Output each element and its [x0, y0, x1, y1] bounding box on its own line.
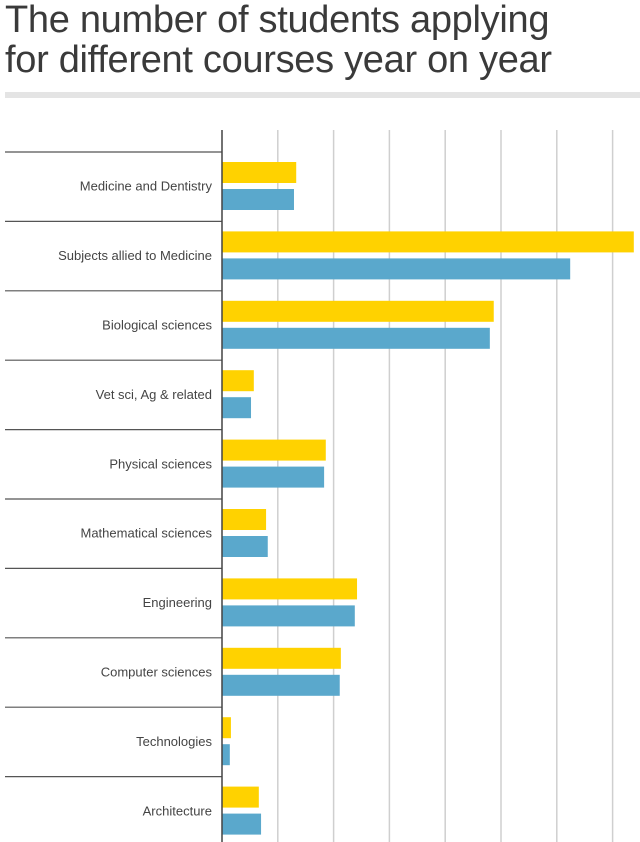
bar-series-1 [222, 439, 326, 461]
category-label: Architecture [143, 803, 212, 818]
title-divider [5, 92, 640, 98]
category-label: Computer sciences [101, 665, 213, 680]
bar-series-2 [222, 605, 355, 627]
bar-series-2 [222, 397, 252, 419]
category-label: Biological sciences [102, 318, 212, 333]
category-label: Physical sciences [109, 456, 212, 471]
bar-series-1 [222, 786, 259, 808]
bar-series-2 [222, 258, 571, 280]
category-label: Subjects allied to Medicine [58, 248, 212, 263]
bar-series-1 [222, 162, 297, 183]
bar-series-1 [222, 300, 494, 322]
bar-series-1 [222, 717, 231, 739]
bar-series-2 [222, 189, 294, 210]
bar-series-2 [222, 744, 230, 766]
title-line-2: for different courses year on year [5, 39, 552, 81]
bar-series-2 [222, 466, 325, 488]
category-label: Engineering [143, 595, 212, 610]
bar-series-2 [222, 674, 340, 696]
bar-series-1 [222, 231, 634, 253]
chart-title: The number of students applying for diff… [5, 0, 552, 80]
bar-series-1 [222, 370, 254, 392]
bar-series-1 [222, 578, 358, 600]
category-label: Vet sci, Ag & related [96, 387, 212, 402]
bar-series-2 [222, 813, 262, 835]
category-label: Medicine and Dentistry [80, 179, 213, 194]
bar-series-1 [222, 647, 341, 669]
title-line-1: The number of students applying [5, 0, 550, 41]
category-label: Technologies [136, 734, 212, 749]
category-label: Mathematical sciences [81, 526, 213, 541]
bar-series-2 [222, 327, 490, 349]
bar-series-2 [222, 536, 268, 557]
bar-series-1 [222, 509, 267, 530]
